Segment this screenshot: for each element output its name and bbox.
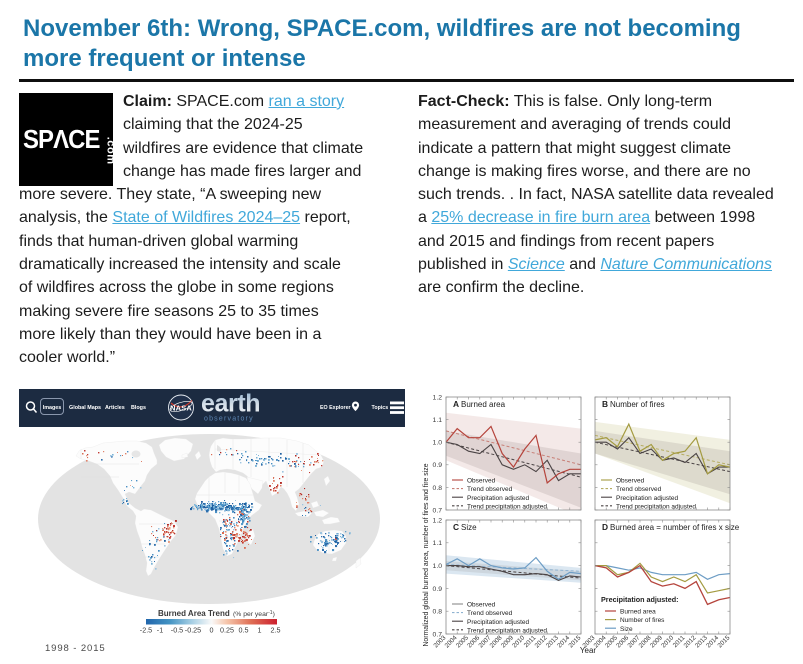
svg-text:-2.5: -2.5 [140,626,152,635]
svg-text:-1: -1 [157,626,163,635]
svg-text:B: B [602,399,608,409]
svg-text:Precipitation adjusted: Precipitation adjusted [616,495,679,502]
svg-text:Size: Size [461,523,477,532]
svg-text:0.8: 0.8 [433,485,443,492]
svg-text:Normalized global burned area,: Normalized global burned area, number of… [423,463,430,646]
svg-text:0.7: 0.7 [433,507,443,514]
svg-text:1.1: 1.1 [433,540,443,547]
svg-text:Precipitation adjusted:: Precipitation adjusted: [601,595,678,604]
svg-text:Trend observed: Trend observed [467,610,513,617]
svg-text:Precipitation adjusted: Precipitation adjusted [467,619,530,626]
svg-text:Images: Images [43,405,62,411]
svg-text:1.2: 1.2 [433,394,443,401]
svg-text:1998 - 2015: 1998 - 2015 [45,643,106,654]
svg-text:Trend observed: Trend observed [467,486,513,493]
svg-text:Trend precipitation adjusted: Trend precipitation adjusted [467,503,547,510]
svg-text:1.2: 1.2 [433,517,443,524]
svg-text:A: A [453,399,459,409]
svg-text:Burned area: Burned area [461,400,506,409]
svg-text:Articles: Articles [105,405,125,411]
svg-text:earth: earth [201,390,260,418]
svg-text:Observed: Observed [467,602,496,609]
svg-text:Number of fires: Number of fires [610,400,665,409]
svg-text:0.9: 0.9 [433,462,443,469]
svg-text:Observed: Observed [616,478,645,485]
svg-text:Trend precipitation adjusted: Trend precipitation adjusted [616,503,696,510]
svg-text:0.5: 0.5 [239,626,249,635]
svg-text:Size: Size [620,626,633,633]
svg-text:Global Maps: Global Maps [69,405,101,411]
svg-text:NASA: NASA [170,404,192,413]
svg-text:Burned area: Burned area [620,609,656,616]
svg-text:2.5: 2.5 [271,626,281,635]
svg-text:1.0: 1.0 [433,440,443,447]
svg-text:-0.5: -0.5 [171,626,183,635]
svg-text:(% per year-1): (% per year-1) [233,610,275,618]
svg-text:Burned area = number of fires: Burned area = number of fires x size [610,523,740,532]
svg-text:D: D [602,522,608,532]
svg-text:0.25: 0.25 [220,626,234,635]
svg-text:Year: Year [580,646,597,655]
svg-text:0: 0 [210,626,214,635]
svg-text:0.8: 0.8 [433,609,443,616]
svg-text:-0.25: -0.25 [185,626,201,635]
svg-text:Observed: Observed [467,478,496,485]
svg-text:1.1: 1.1 [433,417,443,424]
svg-text:1: 1 [258,626,262,635]
svg-text:1.0: 1.0 [433,563,443,570]
svg-text:Topics: Topics [372,405,389,411]
svg-text:observatory: observatory [204,415,254,422]
svg-text:Trend observed: Trend observed [616,486,662,493]
svg-text:EO Explorer: EO Explorer [320,405,351,411]
svg-text:Blogs: Blogs [131,405,146,411]
svg-text:0.9: 0.9 [433,586,443,593]
svg-text:Precipitation adjusted: Precipitation adjusted [467,495,530,502]
svg-text:Number of fires: Number of fires [620,617,665,624]
svg-text:Trend precipitation adjusted: Trend precipitation adjusted [467,627,547,634]
svg-text:0.7: 0.7 [433,631,443,638]
svg-text:Burned Area Trend: Burned Area Trend [158,609,230,618]
svg-text:C: C [453,522,459,532]
